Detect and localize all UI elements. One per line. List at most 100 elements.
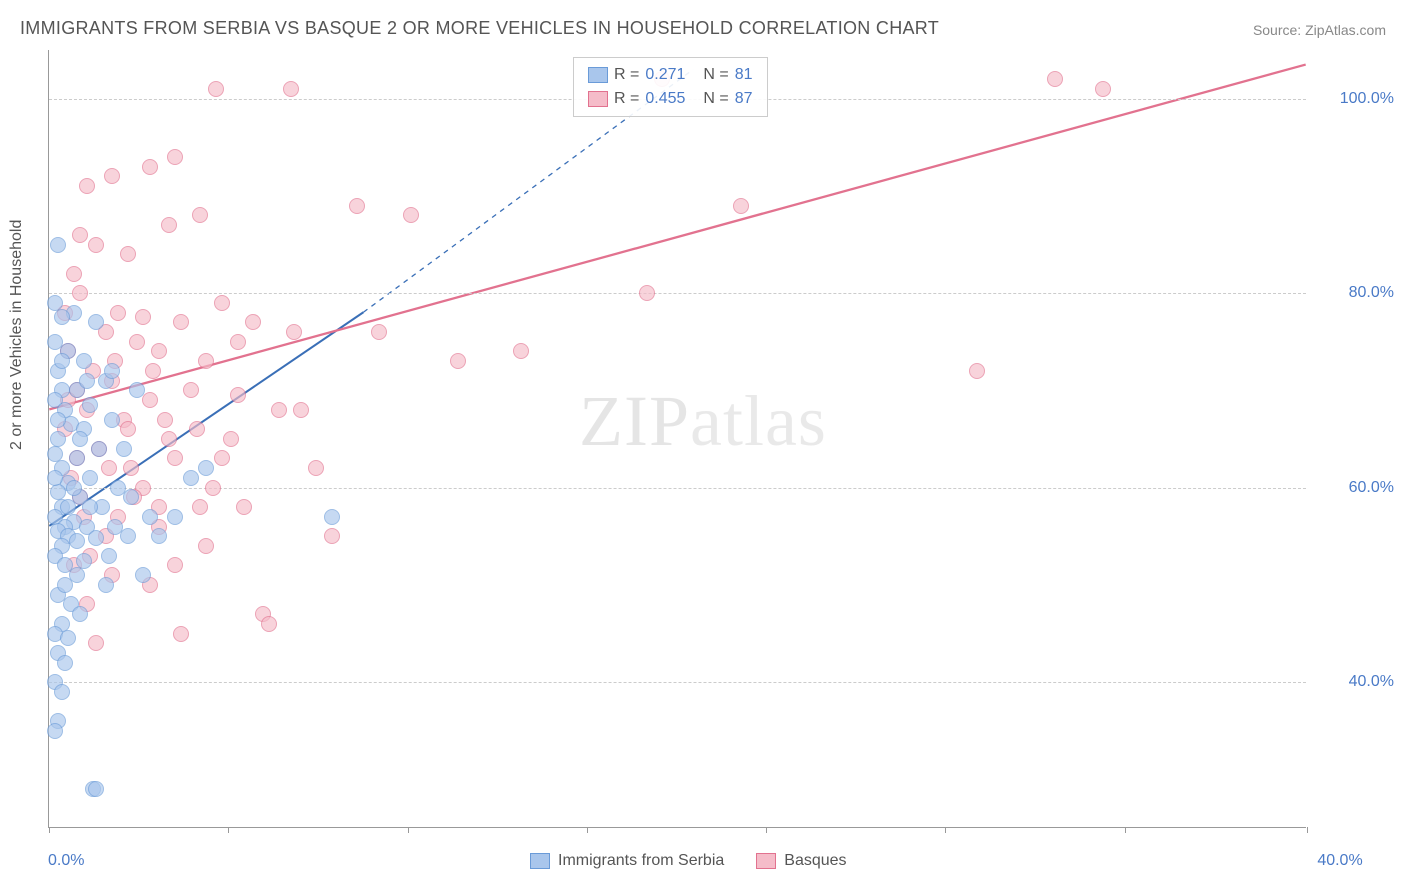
scatter-point xyxy=(76,553,92,569)
scatter-point xyxy=(82,470,98,486)
scatter-point xyxy=(54,353,70,369)
scatter-point xyxy=(50,484,66,500)
scatter-point xyxy=(167,557,183,573)
scatter-point xyxy=(142,392,158,408)
scatter-point xyxy=(513,343,529,359)
scatter-point xyxy=(1047,71,1063,87)
scatter-point xyxy=(47,470,63,486)
scatter-point xyxy=(349,198,365,214)
scatter-point xyxy=(88,237,104,253)
ytick-label: 40.0% xyxy=(1349,673,1394,691)
gridline xyxy=(49,293,1306,294)
xtick xyxy=(408,827,409,833)
scatter-point xyxy=(371,324,387,340)
xtick xyxy=(228,827,229,833)
scatter-point xyxy=(110,305,126,321)
scatter-point xyxy=(1095,81,1111,97)
scatter-point xyxy=(66,266,82,282)
scatter-point xyxy=(82,499,98,515)
scatter-point xyxy=(79,178,95,194)
scatter-point xyxy=(123,460,139,476)
scatter-point xyxy=(142,509,158,525)
scatter-point xyxy=(69,533,85,549)
r-label: R = xyxy=(614,87,639,111)
scatter-point xyxy=(120,421,136,437)
watermark-atlas: atlas xyxy=(690,381,827,461)
scatter-point xyxy=(245,314,261,330)
scatter-point xyxy=(101,548,117,564)
scatter-point xyxy=(123,489,139,505)
swatch-serbia xyxy=(588,67,608,83)
scatter-point xyxy=(69,567,85,583)
gridline xyxy=(49,488,1306,489)
scatter-point xyxy=(120,246,136,262)
n-value-basques: 87 xyxy=(735,87,753,111)
bottom-legend: Immigrants from Serbia Basques xyxy=(530,852,847,870)
bottom-swatch-basques xyxy=(756,853,776,869)
scatter-point xyxy=(230,334,246,350)
scatter-point xyxy=(88,530,104,546)
scatter-point xyxy=(639,285,655,301)
scatter-point xyxy=(208,81,224,97)
scatter-point xyxy=(183,470,199,486)
bottom-legend-item-basques: Basques xyxy=(756,852,846,870)
scatter-point xyxy=(135,567,151,583)
y-axis-label: 2 or more Vehicles in Household xyxy=(8,220,26,450)
scatter-point xyxy=(167,450,183,466)
scatter-point xyxy=(47,295,63,311)
scatter-point xyxy=(324,509,340,525)
scatter-point xyxy=(157,412,173,428)
bottom-label-serbia: Immigrants from Serbia xyxy=(558,852,724,870)
watermark: ZIPatlas xyxy=(579,380,827,463)
bottom-label-basques: Basques xyxy=(784,852,846,870)
scatter-point xyxy=(230,387,246,403)
scatter-point xyxy=(969,363,985,379)
scatter-point xyxy=(151,528,167,544)
bottom-swatch-serbia xyxy=(530,853,550,869)
scatter-point xyxy=(72,227,88,243)
scatter-point xyxy=(88,314,104,330)
scatter-point xyxy=(50,412,66,428)
scatter-point xyxy=(120,528,136,544)
scatter-point xyxy=(47,446,63,462)
scatter-point xyxy=(76,353,92,369)
scatter-point xyxy=(72,431,88,447)
scatter-point xyxy=(189,421,205,437)
scatter-point xyxy=(161,217,177,233)
scatter-point xyxy=(198,538,214,554)
source-label: Source: ZipAtlas.com xyxy=(1253,22,1386,38)
scatter-point xyxy=(129,382,145,398)
scatter-point xyxy=(72,606,88,622)
gridline xyxy=(49,682,1306,683)
scatter-point xyxy=(72,285,88,301)
scatter-point xyxy=(101,460,117,476)
xtick-label-right: 40.0% xyxy=(1317,852,1362,870)
scatter-point xyxy=(151,343,167,359)
xtick xyxy=(49,827,50,833)
correlation-legend: R = 0.271 N = 81 R = 0.455 N = 87 xyxy=(573,57,768,117)
xtick xyxy=(766,827,767,833)
scatter-point xyxy=(88,781,104,797)
scatter-point xyxy=(261,616,277,632)
scatter-point xyxy=(47,723,63,739)
ytick-label: 100.0% xyxy=(1340,90,1394,108)
scatter-point xyxy=(403,207,419,223)
scatter-point xyxy=(88,635,104,651)
scatter-point xyxy=(60,499,76,515)
scatter-point xyxy=(54,684,70,700)
scatter-point xyxy=(50,431,66,447)
scatter-point xyxy=(50,237,66,253)
ytick-label: 80.0% xyxy=(1349,284,1394,302)
chart-title: IMMIGRANTS FROM SERBIA VS BASQUE 2 OR MO… xyxy=(20,18,939,39)
scatter-point xyxy=(66,480,82,496)
scatter-point xyxy=(69,450,85,466)
scatter-point xyxy=(173,626,189,642)
n-value-serbia: 81 xyxy=(735,63,753,87)
scatter-point xyxy=(129,334,145,350)
legend-row-basques: R = 0.455 N = 87 xyxy=(588,87,753,111)
scatter-point xyxy=(57,655,73,671)
scatter-point xyxy=(450,353,466,369)
scatter-point xyxy=(60,630,76,646)
scatter-point xyxy=(205,480,221,496)
scatter-point xyxy=(142,159,158,175)
